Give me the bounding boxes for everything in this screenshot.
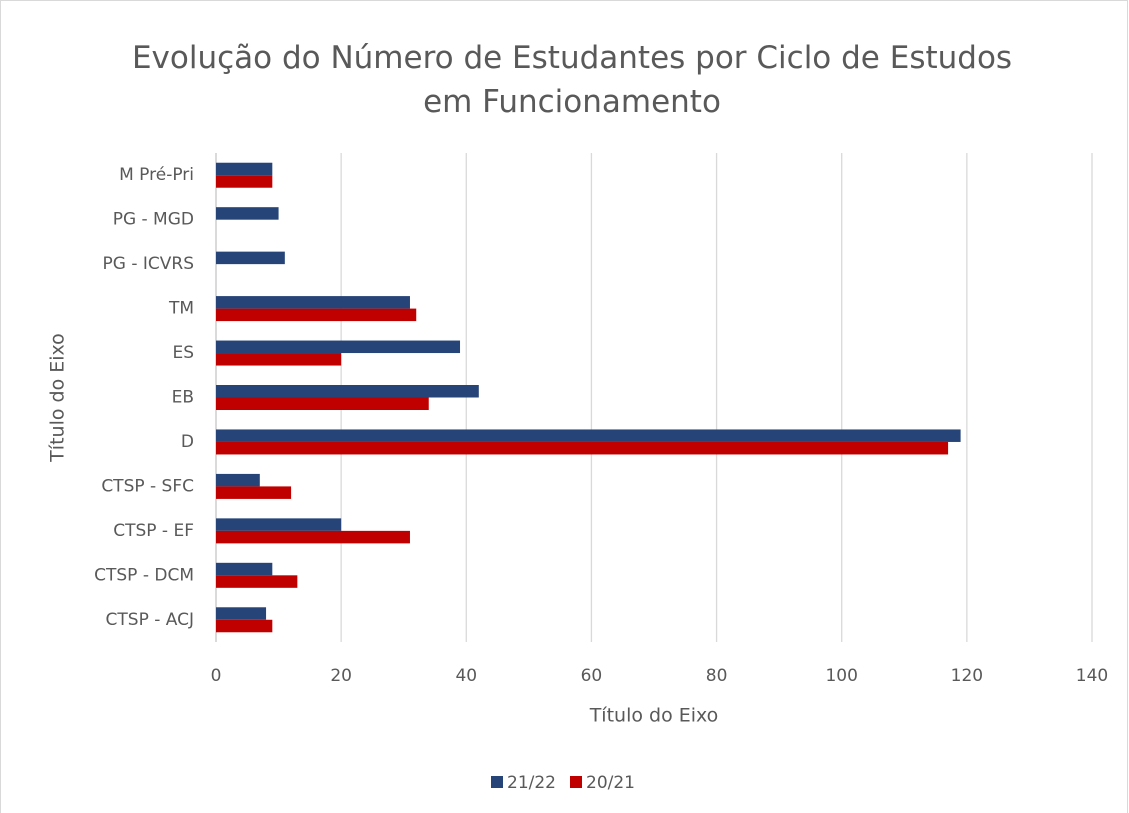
y-tick-label: CTSP - DCM: [94, 565, 194, 585]
bar: [216, 473, 260, 487]
x-tick-label: 80: [706, 666, 728, 686]
y-tick-label: CTSP - ACJ: [106, 610, 194, 630]
bar: [216, 340, 461, 354]
x-tick-label: 0: [211, 666, 222, 686]
bar: [216, 518, 342, 531]
x-tick-label: 120: [951, 666, 983, 686]
bar: [216, 175, 273, 188]
bar: [216, 562, 273, 576]
y-tick-label: TM: [168, 299, 194, 319]
y-tick-label: PG - MGD: [113, 210, 194, 230]
y-tick-label: EB: [172, 388, 194, 408]
bar: [216, 575, 298, 588]
y-tick-label: M Pré-Pri: [119, 165, 194, 185]
bar: [216, 607, 267, 620]
chart-title: Evolução do Número de Estudantes por Cic…: [131, 40, 1013, 120]
bar: [216, 296, 410, 309]
x-tick-label: 60: [581, 666, 603, 686]
legend-swatch: [491, 776, 503, 788]
bar: [216, 441, 949, 455]
bar: [216, 162, 273, 176]
y-tick-label: CTSP - SFC: [101, 476, 194, 496]
legend-swatch: [570, 776, 582, 788]
y-axis-title: Título do Eixo: [47, 333, 69, 463]
x-axis-title: Título do Eixo: [589, 705, 719, 727]
bar: [216, 207, 279, 220]
y-tick-label: PG - ICVRS: [103, 254, 194, 274]
y-tick-label: ES: [172, 343, 194, 363]
bar: [216, 385, 479, 398]
bar: [216, 530, 410, 544]
x-tick-label: 20: [330, 666, 352, 686]
bar: [216, 353, 342, 366]
legend-label: 21/22: [507, 773, 556, 793]
bar: [216, 308, 417, 322]
bar: [216, 486, 292, 499]
bar: [216, 251, 285, 265]
bar: [216, 429, 961, 442]
legend-label: 20/21: [586, 773, 635, 793]
bar: [216, 619, 273, 633]
y-tick-label: CTSP - EF: [113, 521, 194, 541]
x-tick-label: 140: [1076, 666, 1108, 686]
x-tick-label: 100: [825, 666, 857, 686]
bar: [216, 397, 429, 410]
x-tick-label: 40: [455, 666, 477, 686]
y-tick-label: D: [181, 432, 194, 452]
